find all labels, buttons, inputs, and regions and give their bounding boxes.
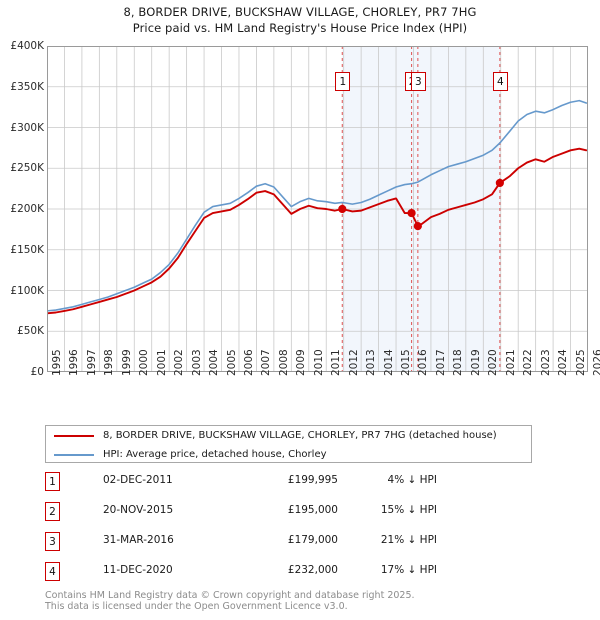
transaction-hpi-delta: 4% ↓ HPI [387, 474, 437, 486]
x-axis-tick-2013: 2013 [365, 349, 378, 376]
footer-line-1: Contains HM Land Registry data © Crown c… [45, 590, 415, 601]
table-row[interactable]: 3 31-MAR-2016 £179,000 21% ↓ HPI [45, 530, 545, 560]
table-row[interactable]: 1 02-DEC-2011 £199,995 4% ↓ HPI [45, 470, 545, 500]
x-axis-tick-1999: 1999 [120, 349, 133, 376]
title-line-1: 8, BORDER DRIVE, BUCKSHAW VILLAGE, CHORL… [123, 5, 477, 19]
x-axis-tick-2024: 2024 [557, 349, 570, 376]
legend-label-0: 8, BORDER DRIVE, BUCKSHAW VILLAGE, CHORL… [103, 430, 497, 441]
legend-label-1: HPI: Average price, detached house, Chor… [103, 449, 327, 460]
x-axis-tick-2020: 2020 [487, 349, 500, 376]
transaction-date: 11-DEC-2020 [103, 564, 173, 576]
plot-frame [47, 46, 588, 372]
sale-point-markers [338, 178, 504, 231]
x-axis-tick-2000: 2000 [138, 349, 151, 376]
transaction-price: £199,995 [287, 474, 338, 486]
y-axis-tick-4: £200K [10, 203, 44, 215]
transaction-date: 20-NOV-2015 [103, 504, 174, 516]
x-axis-tick-1996: 1996 [68, 349, 81, 376]
hpi-series-line [47, 99, 588, 312]
x-axis-tick-2004: 2004 [208, 349, 221, 376]
footer-attribution: Contains HM Land Registry data © Crown c… [45, 590, 565, 612]
chart-marker-flag-4[interactable]: 4 [492, 72, 508, 91]
x-axis-tick-2007: 2007 [260, 349, 273, 376]
price-history-chart [47, 46, 588, 372]
x-axis-tick-2022: 2022 [522, 349, 535, 376]
x-axis-tick-2002: 2002 [173, 349, 186, 376]
transaction-index-badge-4: 4 [45, 562, 60, 581]
x-axis-tick-1997: 1997 [85, 349, 98, 376]
y-axis-tick-8: £400K [10, 40, 44, 52]
chart-legend: 8, BORDER DRIVE, BUCKSHAW VILLAGE, CHORL… [45, 425, 532, 463]
y-axis-tick-2: £100K [10, 284, 44, 297]
x-axis-tick-2021: 2021 [504, 349, 517, 376]
transaction-hpi-delta: 17% ↓ HPI [380, 564, 437, 576]
transaction-date: 02-DEC-2011 [103, 474, 173, 486]
x-axis-tick-1995: 1995 [51, 349, 63, 376]
chart-title: 8, BORDER DRIVE, BUCKSHAW VILLAGE, CHORL… [0, 4, 600, 36]
y-axis-tick-6: £300K [10, 121, 44, 134]
x-axis-tick-2001: 2001 [155, 349, 168, 376]
x-axis-tick-2017: 2017 [434, 349, 447, 376]
legend-swatch-1 [54, 453, 94, 456]
x-axis-tick-2015: 2015 [400, 349, 413, 376]
legend-item-1: HPI: Average price, detached house, Chor… [46, 445, 531, 464]
transaction-price: £232,000 [287, 564, 338, 576]
x-axis-tick-2005: 2005 [225, 349, 238, 376]
chart-plot-svg [47, 46, 588, 372]
transactions-table: 1 02-DEC-2011 £199,995 4% ↓ HPI 2 20-NOV-2015… [45, 470, 545, 590]
x-axis-tick-2023: 2023 [539, 349, 552, 376]
x-axis-tick-2011: 2011 [330, 349, 343, 376]
x-axis-tick-2008: 2008 [277, 349, 290, 376]
transaction-index-badge-3: 3 [45, 532, 60, 551]
property-series-line [47, 147, 588, 315]
transaction-hpi-delta: 21% ↓ HPI [380, 534, 437, 546]
chart-marker-flag-1[interactable]: 1 [335, 72, 351, 91]
x-axis-tick-2010: 2010 [312, 349, 325, 376]
y-axis-tick-5: £250K [10, 162, 44, 175]
title-line-2: Price paid vs. HM Land Registry's House … [132, 21, 468, 35]
x-axis-tick-2025: 2025 [574, 349, 587, 376]
table-row[interactable]: 4 11-DEC-2020 £232,000 17% ↓ HPI [45, 560, 545, 590]
x-axis-tick-2019: 2019 [469, 349, 482, 376]
transaction-price: £179,000 [287, 534, 338, 546]
grid-lines [47, 46, 588, 372]
x-axis-tick-2014: 2014 [382, 349, 395, 376]
y-axis-tick-1: £50K [17, 325, 44, 338]
legend-item-0: 8, BORDER DRIVE, BUCKSHAW VILLAGE, CHORL… [46, 426, 531, 445]
y-axis-tick-3: £150K [10, 243, 44, 256]
x-axis-tick-2006: 2006 [242, 349, 255, 376]
transaction-price: £195,000 [287, 504, 338, 516]
x-axis-tick-2012: 2012 [347, 349, 360, 376]
legend-swatch-0 [54, 434, 94, 437]
transaction-index-badge-1: 1 [45, 472, 60, 491]
x-axis-tick-2026: 2026 [592, 349, 600, 376]
chart-marker-flag-3[interactable]: 3 [410, 72, 426, 91]
footer-line-2: This data is licensed under the Open Gov… [45, 601, 348, 612]
table-row[interactable]: 2 20-NOV-2015 £195,000 15% ↓ HPI [45, 500, 545, 530]
transaction-date: 31-MAR-2016 [103, 534, 174, 546]
x-axis-tick-2003: 2003 [190, 349, 203, 376]
x-axis-tick-2016: 2016 [417, 349, 430, 376]
x-axis-tick-1998: 1998 [103, 349, 116, 376]
transaction-index-badge-2: 2 [45, 502, 60, 521]
y-axis-tick-0: £0 [30, 366, 44, 378]
transaction-hpi-delta: 15% ↓ HPI [380, 504, 437, 516]
x-axis-tick-2009: 2009 [295, 349, 308, 376]
x-axis-tick-2018: 2018 [452, 349, 465, 376]
y-axis-tick-7: £350K [10, 80, 44, 93]
